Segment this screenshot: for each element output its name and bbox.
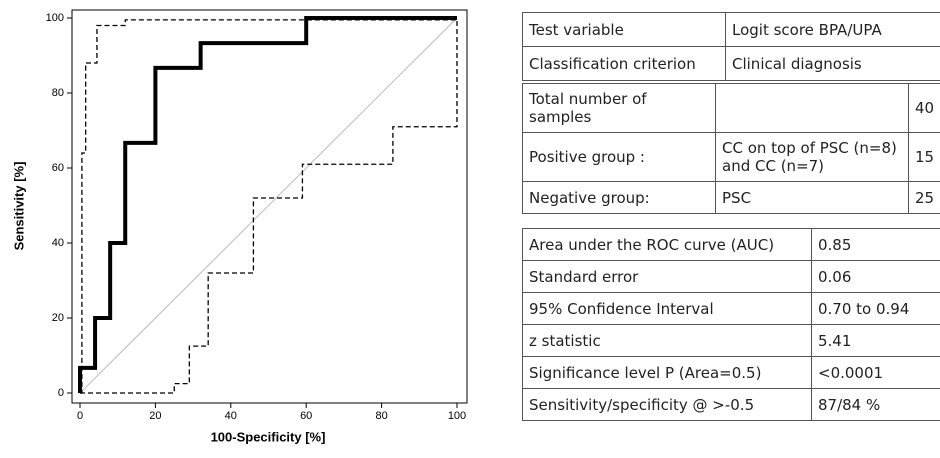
cell: 87/84 % xyxy=(811,388,940,421)
roc-line xyxy=(80,19,457,394)
cell: 95% Confidence Interval xyxy=(522,292,812,325)
info-table: Test variable Logit score BPA/UPA Classif… xyxy=(522,12,940,81)
plot-frame xyxy=(71,9,468,404)
x-tick-label: 0 xyxy=(77,410,83,422)
cell: Classification criterion xyxy=(522,46,726,81)
y-tick-label: 100 xyxy=(46,12,64,24)
cell: Significance level P (Area=0.5) xyxy=(522,356,812,389)
cell: Area under the ROC curve (AUC) xyxy=(522,228,812,261)
cell: Sensitivity/specificity @ >-0.5 xyxy=(522,388,812,421)
cell: Positive group : xyxy=(522,132,716,182)
cell: Negative group: xyxy=(522,181,716,214)
cell: 5.41 xyxy=(811,324,940,357)
y-tick-label: 20 xyxy=(52,312,64,324)
cell: CC on top of PSC (n=8) and CC (n=7) xyxy=(715,132,909,182)
x-tick-label: 20 xyxy=(149,410,161,422)
x-tick-label: 60 xyxy=(300,410,312,422)
cell: Test variable xyxy=(522,12,726,47)
reference-line xyxy=(79,17,458,394)
roc-line xyxy=(78,16,457,393)
cell xyxy=(715,83,909,133)
stats-table: Area under the ROC curve (AUC) 0.85 Standa… xyxy=(522,228,940,421)
x-tick-label: 80 xyxy=(375,410,387,422)
cell: 40 xyxy=(908,83,940,133)
x-tick-label: 100 xyxy=(448,410,466,422)
y-tick-label: 80 xyxy=(52,87,64,99)
cell: Logit score BPA/UPA xyxy=(725,12,940,47)
roc-line xyxy=(80,18,458,394)
cell: Clinical diagnosis xyxy=(725,46,940,81)
cell: 15 xyxy=(908,132,940,182)
y-tick-label: 60 xyxy=(52,162,64,174)
cell: z statistic xyxy=(522,324,812,357)
chart: Sensitivity [%] 100-Specificity [%] 0 20 4… xyxy=(11,9,468,444)
cell: Total number of samples xyxy=(522,83,716,133)
samples-table: Total number of samples 40 Positive group… xyxy=(522,83,940,214)
cell: PSC xyxy=(715,181,909,214)
cell: 0.06 xyxy=(811,260,940,293)
cell: <0.0001 xyxy=(811,356,940,389)
cell: Standard error xyxy=(522,260,812,293)
cell: 25 xyxy=(908,181,940,214)
x-axis-label: 100-Specificity [%] xyxy=(211,429,326,444)
cell: 0.85 xyxy=(811,228,940,261)
cell: 0.70 to 0.94 xyxy=(811,292,940,325)
y-axis-label: Sensitivity [%] xyxy=(11,162,26,251)
y-tick-label: 40 xyxy=(52,237,64,249)
x-tick-label: 40 xyxy=(225,410,237,422)
y-tick-label: 0 xyxy=(58,387,64,399)
